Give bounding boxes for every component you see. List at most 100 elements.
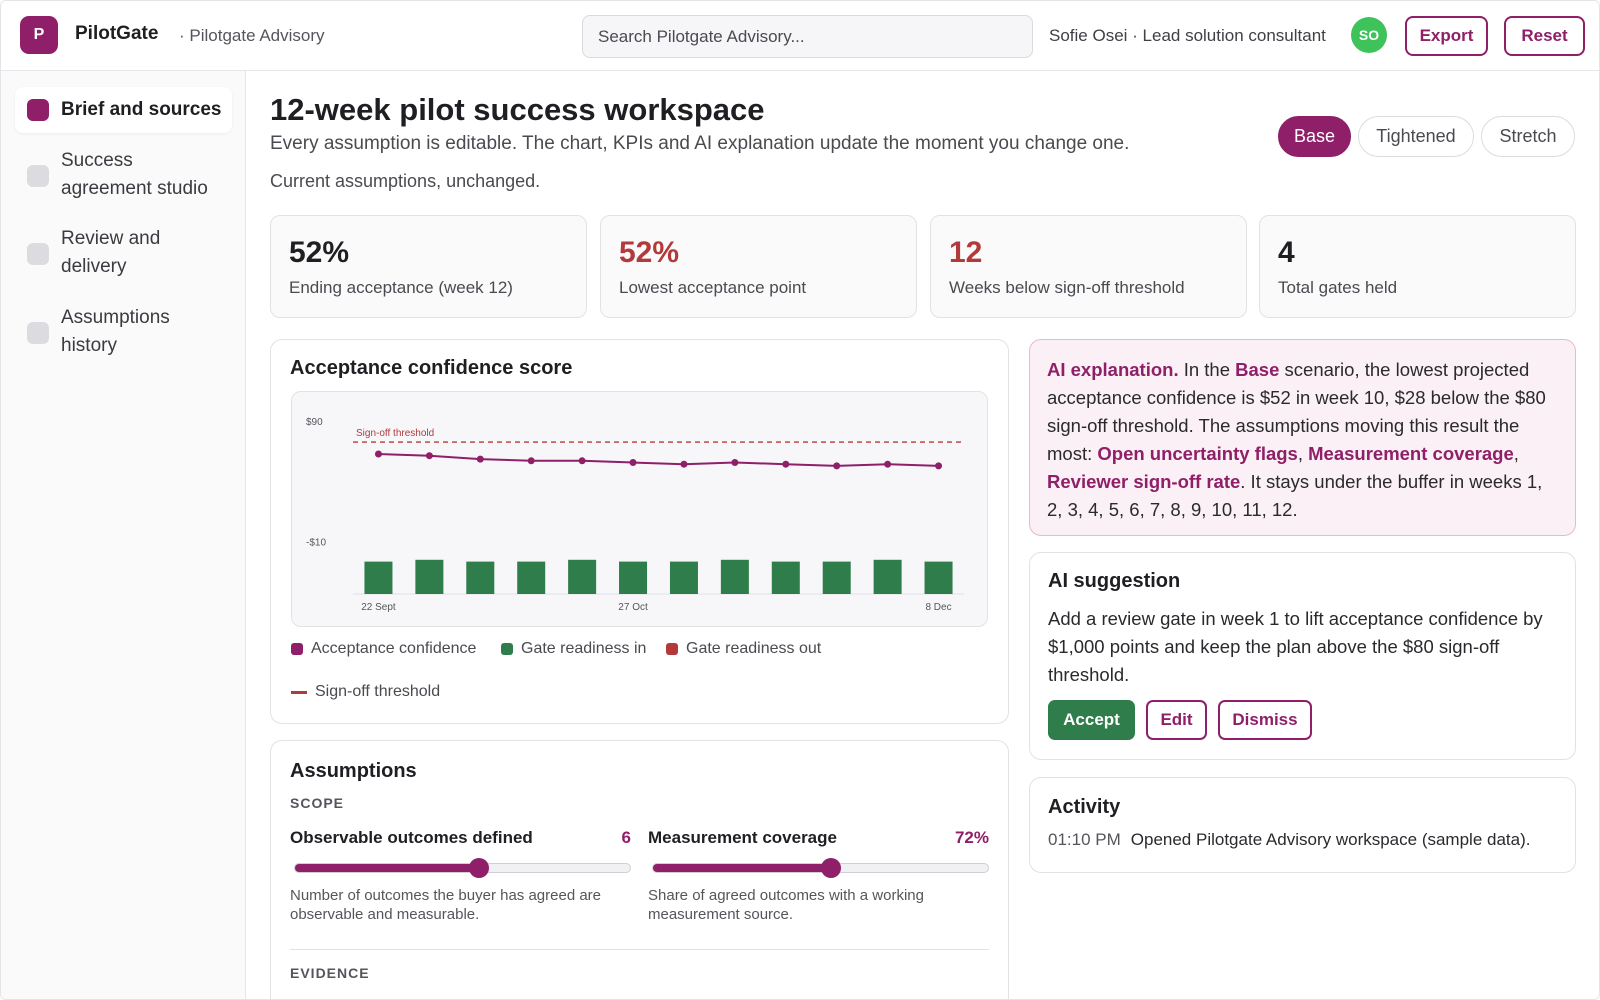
- nav-marker-icon: [27, 243, 49, 265]
- slider-fill: [653, 864, 831, 872]
- activity-card: [1029, 777, 1576, 873]
- activity-title: Activity: [1048, 796, 1121, 818]
- legend-acceptance-confidence: Acceptance confidence: [291, 640, 476, 658]
- nav-marker-icon: [27, 322, 49, 344]
- point-acceptance-confidence: [527, 457, 535, 465]
- scenario-stretch-button[interactable]: Stretch: [1481, 116, 1575, 157]
- factor-measurement-coverage[interactable]: Measurement coverage: [1308, 443, 1514, 464]
- nav-marker-icon: [27, 165, 49, 187]
- slider-description: Share of agreed outcomes with a working …: [648, 887, 924, 923]
- bar-gate-readiness-in: [466, 561, 495, 594]
- sidebar: Brief and sources Success agreement stud…: [1, 71, 246, 999]
- separator: ,: [1513, 443, 1519, 464]
- legend-sign-off-threshold: Sign-off threshold: [291, 683, 440, 701]
- assumption-status: Current assumptions, unchanged.: [270, 171, 541, 191]
- ai-explanation-panel: AI explanation. In the Base scenario, th…: [1029, 339, 1576, 536]
- kpi-value: 12: [949, 236, 983, 269]
- point-acceptance-confidence: [833, 462, 841, 470]
- legend-swatch: [291, 643, 303, 655]
- chart-area: $90 -$10 Sign-off threshold 22 Sept 27 Oct 8 …: [291, 391, 988, 627]
- accept-button[interactable]: Accept: [1048, 700, 1135, 740]
- scope-heading: SCOPE: [290, 795, 345, 811]
- factor-reviewer-sign-off-rate[interactable]: Reviewer sign-off rate: [1047, 471, 1241, 492]
- kpi-value: 4: [1278, 236, 1295, 269]
- activity-text: Opened Pilotgate Advisory workspace (sam…: [1130, 830, 1531, 849]
- observable-outcomes-slider[interactable]: [294, 858, 631, 878]
- assumptions-title: Assumptions: [290, 760, 417, 782]
- dismiss-button[interactable]: Dismiss: [1218, 700, 1312, 740]
- sidebar-item-success-agreement-studio[interactable]: Success agreement studio: [15, 147, 232, 207]
- explanation-text: . It stays under the buffer in weeks 1, …: [1047, 471, 1543, 520]
- sidebar-item-label: Success agreement studio: [61, 150, 208, 199]
- legend-label: Gate readiness in: [521, 640, 647, 657]
- point-acceptance-confidence: [629, 459, 637, 466]
- point-acceptance-confidence: [425, 452, 433, 460]
- bar-gate-readiness-in: [619, 561, 648, 594]
- slider-value: 72%: [954, 828, 989, 847]
- app-name: PilotGate: [75, 23, 159, 44]
- slider-handle[interactable]: [469, 858, 490, 878]
- explanation-text: In the: [1178, 359, 1236, 380]
- separator: ,: [1297, 443, 1309, 464]
- kpi-value: 52%: [289, 236, 350, 269]
- slider-label: Observable outcomes defined: [290, 828, 533, 847]
- activity-entry: 01:10 PM Opened Pilotgate Advisory worksp…: [1048, 830, 1530, 850]
- ai-suggestion-title: AI suggestion: [1048, 570, 1181, 592]
- kpi-label: Lowest acceptance point: [619, 278, 807, 297]
- threshold-label: Sign-off threshold: [356, 428, 434, 439]
- ai-explanation-lead: AI explanation.: [1047, 359, 1179, 380]
- legend-swatch: [501, 643, 513, 655]
- search-input[interactable]: [582, 15, 1033, 58]
- x-tick-label: 22 Sept: [361, 602, 396, 613]
- kpi-label: Total gates held: [1278, 278, 1398, 297]
- slider-label: Measurement coverage: [648, 828, 837, 847]
- acceptance-chart: $90 -$10 Sign-off threshold 22 Sept 27 Oct 8 …: [306, 417, 964, 613]
- x-tick-label: 27 Oct: [618, 602, 648, 613]
- legend-label: Gate readiness out: [686, 640, 822, 657]
- bar-gate-readiness-in: [669, 561, 698, 594]
- bar-gate-readiness-in: [568, 559, 597, 594]
- sidebar-item-label: Review and delivery: [61, 228, 161, 277]
- y-tick-label: -$10: [306, 537, 326, 548]
- bar-gate-readiness-in: [517, 561, 546, 594]
- top-bar: P PilotGate · Pilotgate Advisory Sofie O…: [1, 1, 1599, 71]
- slider-fill: [295, 864, 480, 872]
- sidebar-item-assumptions-history[interactable]: Assumptions history: [15, 304, 232, 364]
- ai-suggestion-text: Add a review gate in week 1 to lift acce…: [1048, 608, 1543, 685]
- slider-handle[interactable]: [820, 858, 841, 878]
- nav-marker-icon: [27, 99, 49, 121]
- bar-gate-readiness-in: [720, 559, 749, 594]
- sidebar-item-brief-and-sources[interactable]: Brief and sources: [15, 87, 232, 133]
- point-acceptance-confidence: [680, 460, 688, 468]
- reset-button[interactable]: Reset: [1504, 16, 1585, 56]
- app-logo[interactable]: P: [20, 16, 58, 54]
- point-acceptance-confidence: [884, 460, 892, 468]
- sidebar-item-label: Brief and sources: [61, 99, 222, 120]
- legend-label: Sign-off threshold: [315, 683, 441, 700]
- legend-gate-readiness-in: Gate readiness in: [501, 640, 646, 658]
- slider-description: Number of outcomes the buyer has agreed …: [290, 887, 602, 923]
- export-button[interactable]: Export: [1405, 16, 1488, 56]
- scenario-base-button[interactable]: Base: [1278, 116, 1351, 157]
- sidebar-item-review-and-delivery[interactable]: Review and delivery: [15, 225, 232, 285]
- legend-line: [291, 690, 307, 694]
- factor-open-uncertainty-flags[interactable]: Open uncertainty flags: [1097, 443, 1298, 464]
- bar-gate-readiness-in: [415, 559, 444, 594]
- measurement-coverage-slider[interactable]: [652, 858, 989, 878]
- scenario-tightened-button[interactable]: Tightened: [1358, 116, 1474, 157]
- x-tick-label: 8 Dec: [925, 602, 951, 613]
- avatar[interactable]: SO: [1351, 17, 1387, 53]
- point-acceptance-confidence: [374, 450, 382, 458]
- slider-value: 6: [621, 828, 631, 847]
- divider: [290, 949, 989, 950]
- kpi-card-ending-acceptance: 52% Ending acceptance (week 12): [270, 215, 587, 318]
- line-acceptance-confidence: [378, 453, 939, 467]
- page-subtitle: Every assumption is editable. The chart,…: [270, 133, 1130, 154]
- bar-gate-readiness-in: [771, 561, 800, 594]
- kpi-label: Ending acceptance (week 12): [289, 278, 513, 297]
- point-acceptance-confidence: [935, 462, 943, 470]
- org-name: · Pilotgate Advisory: [179, 26, 325, 45]
- chart-title: Acceptance confidence score: [290, 357, 573, 379]
- edit-button[interactable]: Edit: [1146, 700, 1207, 740]
- kpi-card-lowest-acceptance: 52% Lowest acceptance point: [600, 215, 917, 318]
